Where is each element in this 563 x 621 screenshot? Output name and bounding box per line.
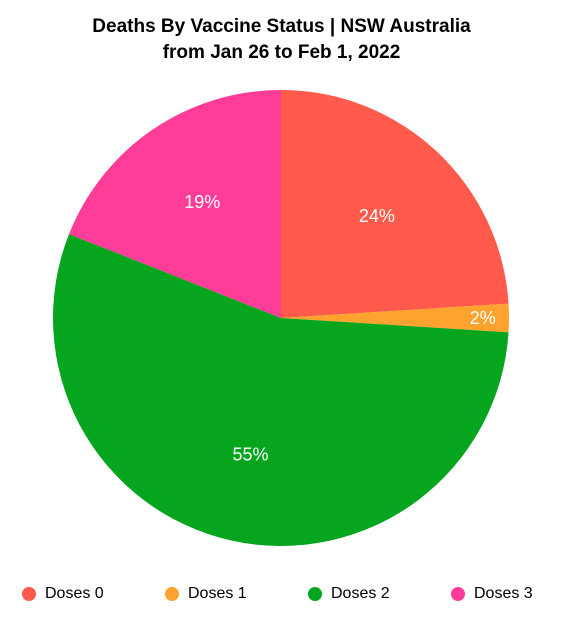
legend-swatch bbox=[308, 587, 322, 601]
legend-label: Doses 0 bbox=[45, 585, 104, 602]
pie-slice-doses-1[interactable] bbox=[281, 303, 509, 333]
pie-slice-doses-2[interactable] bbox=[53, 234, 509, 546]
slice-label-doses-1: 2% bbox=[470, 308, 496, 328]
chart-legend: Doses 0 Doses 1 Doses 2 Doses 3 bbox=[0, 582, 563, 606]
legend-item-doses-0[interactable]: Doses 0 bbox=[22, 582, 104, 606]
legend-item-doses-1[interactable]: Doses 1 bbox=[165, 582, 247, 606]
chart-subtitle: from Jan 26 to Feb 1, 2022 bbox=[162, 42, 401, 63]
legend-label: Doses 1 bbox=[188, 585, 247, 602]
chart-title-block: Deaths By Vaccine Status | NSW Australia… bbox=[0, 14, 563, 66]
legend-label: Doses 3 bbox=[474, 585, 533, 602]
legend-swatch bbox=[22, 587, 36, 601]
legend-item-doses-2[interactable]: Doses 2 bbox=[308, 582, 390, 606]
legend-swatch bbox=[165, 587, 179, 601]
chart-title: Deaths By Vaccine Status | NSW Australia bbox=[92, 16, 471, 37]
legend-item-doses-3[interactable]: Doses 3 bbox=[451, 582, 533, 606]
pie-slice-doses-0[interactable] bbox=[281, 90, 509, 318]
slice-label-doses-3: 19% bbox=[184, 192, 220, 212]
pie-slice-doses-3[interactable] bbox=[69, 90, 282, 318]
slice-label-doses-0: 24% bbox=[359, 206, 395, 226]
legend-label: Doses 2 bbox=[331, 585, 390, 602]
slice-label-doses-2: 55% bbox=[232, 445, 268, 465]
legend-swatch bbox=[451, 587, 465, 601]
